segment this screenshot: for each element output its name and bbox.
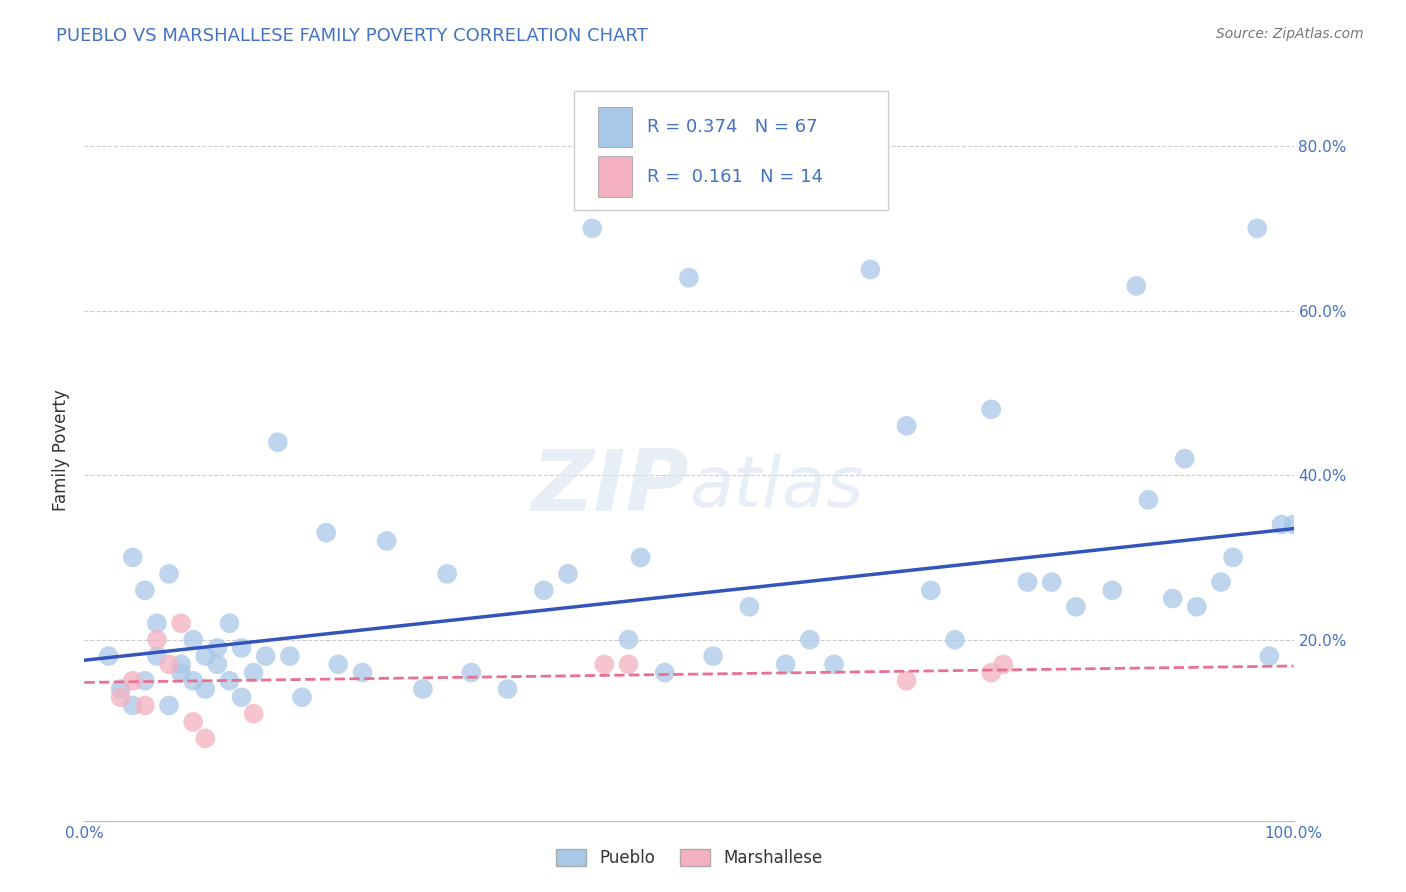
Point [254, 649, 277, 664]
Point [194, 731, 217, 746]
Point [557, 566, 579, 581]
Point [121, 550, 143, 565]
Point [1174, 451, 1197, 466]
Point [134, 698, 156, 713]
Point [218, 616, 240, 631]
Text: Source: ZipAtlas.com: Source: ZipAtlas.com [1216, 27, 1364, 41]
Text: atlas: atlas [689, 453, 863, 522]
Point [775, 657, 797, 672]
Point [738, 599, 761, 614]
Text: PUEBLO VS MARSHALLESE FAMILY POVERTY CORRELATION CHART: PUEBLO VS MARSHALLESE FAMILY POVERTY COR… [56, 27, 648, 45]
Point [170, 657, 193, 672]
Point [943, 632, 966, 647]
Point [242, 706, 264, 721]
Point [218, 673, 240, 688]
Point [533, 583, 555, 598]
Point [157, 566, 180, 581]
Point [121, 673, 143, 688]
Point [181, 714, 204, 729]
Point [194, 649, 217, 664]
Point [315, 525, 337, 540]
Text: ZIP: ZIP [531, 446, 689, 529]
Point [617, 632, 640, 647]
Point [1185, 599, 1208, 614]
FancyBboxPatch shape [574, 91, 889, 210]
Point [412, 681, 434, 696]
Point [1137, 492, 1160, 507]
Point [231, 690, 253, 705]
Point [993, 657, 1015, 672]
Point [291, 690, 314, 705]
Point [823, 657, 845, 672]
Text: R = 0.374   N = 67: R = 0.374 N = 67 [647, 118, 817, 136]
Point [97, 649, 120, 664]
Point [328, 657, 350, 672]
Point [630, 550, 652, 565]
Point [702, 649, 724, 664]
Point [146, 649, 169, 664]
Point [1258, 649, 1281, 664]
FancyBboxPatch shape [599, 106, 633, 147]
Point [581, 221, 603, 235]
Point [134, 583, 156, 598]
Point [896, 673, 918, 688]
Point [1222, 550, 1244, 565]
Text: R =  0.161   N = 14: R = 0.161 N = 14 [647, 168, 823, 186]
Point [1064, 599, 1087, 614]
Point [654, 665, 676, 680]
Point [1017, 575, 1039, 590]
Point [980, 402, 1002, 417]
Point [678, 270, 700, 285]
Point [799, 632, 821, 647]
Point [146, 616, 169, 631]
Point [352, 665, 374, 680]
Y-axis label: Family Poverty: Family Poverty [52, 390, 70, 511]
Point [1125, 279, 1147, 293]
Point [207, 657, 229, 672]
Point [1040, 575, 1063, 590]
Point [157, 657, 180, 672]
Point [1270, 517, 1292, 532]
Point [110, 690, 132, 705]
Legend: Pueblo, Marshallese: Pueblo, Marshallese [547, 840, 831, 875]
Point [896, 418, 918, 433]
Point [1282, 517, 1305, 532]
Point [460, 665, 482, 680]
Point [278, 649, 301, 664]
Point [146, 632, 169, 647]
Point [436, 566, 458, 581]
Point [617, 657, 640, 672]
Point [157, 698, 180, 713]
Point [231, 640, 253, 655]
Point [181, 673, 204, 688]
Point [267, 435, 290, 450]
Point [920, 583, 942, 598]
Point [242, 665, 264, 680]
Point [134, 673, 156, 688]
Point [375, 533, 398, 548]
FancyBboxPatch shape [599, 156, 633, 197]
Point [194, 681, 217, 696]
Point [121, 698, 143, 713]
Point [207, 640, 229, 655]
Point [170, 665, 193, 680]
Point [1246, 221, 1268, 235]
Point [496, 681, 519, 696]
Point [170, 616, 193, 631]
Point [1161, 591, 1184, 606]
Point [1101, 583, 1123, 598]
Point [859, 262, 882, 277]
Point [110, 681, 132, 696]
Point [1209, 575, 1232, 590]
Point [980, 665, 1002, 680]
Point [181, 632, 204, 647]
Point [593, 657, 616, 672]
